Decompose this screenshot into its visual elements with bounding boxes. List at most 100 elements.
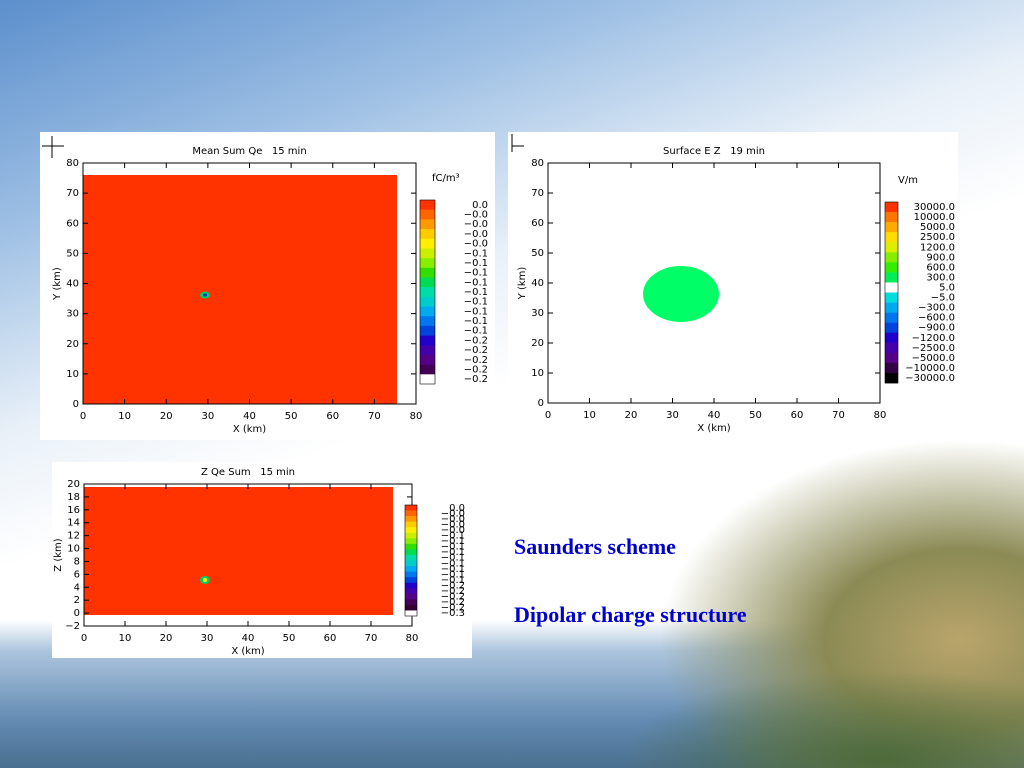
- x-axis-label: X (km): [231, 646, 264, 657]
- colorbar-label: −600.0: [918, 313, 955, 324]
- x-tick-label: 10: [583, 410, 596, 421]
- y-tick-label: 70: [66, 188, 79, 199]
- x-tick-label: 50: [749, 410, 762, 421]
- x-tick-label: 50: [283, 633, 296, 644]
- colorbar-label: −0.1: [441, 575, 465, 586]
- colorbar-label: −0.2: [464, 364, 488, 375]
- colorbar-cell: [885, 332, 898, 344]
- colorbar-label: −0.1: [464, 248, 488, 259]
- colorbar-cell: [885, 352, 898, 364]
- colorbar-cell: [420, 335, 435, 346]
- colorbar-label: −0.1: [464, 268, 488, 279]
- y-tick-label: 0: [73, 399, 79, 410]
- colorbar-label: 900.0: [926, 252, 955, 263]
- colorbar-cell: [420, 229, 435, 240]
- colorbar-cell: [420, 374, 435, 385]
- colorbar-unit: V/m: [898, 175, 918, 186]
- chart-title: Surface E Z 19 min: [663, 146, 765, 157]
- colorbar-cell: [420, 277, 435, 288]
- field: [83, 175, 397, 404]
- slide-text: Saunders scheme: [514, 534, 676, 559]
- colorbar-label: −0.1: [441, 553, 465, 564]
- colorbar-cell: [885, 292, 898, 303]
- y-tick-label: −2: [65, 621, 80, 632]
- colorbar-cell: [420, 287, 435, 298]
- x-tick-label: 60: [326, 411, 339, 422]
- colorbar-label: 0.0: [472, 200, 488, 211]
- colorbar-cell: [405, 593, 417, 600]
- x-tick-label: 30: [201, 633, 214, 644]
- y-axis-label: Y (km): [517, 267, 528, 301]
- colorbar-cell: [420, 248, 435, 259]
- y-tick-label: 14: [67, 518, 80, 529]
- colorbar-label: −0.1: [441, 547, 465, 558]
- y-tick-label: 10: [67, 544, 80, 555]
- y-tick-label: 30: [66, 309, 79, 320]
- colorbar-label: −0.1: [464, 277, 488, 288]
- x-axis-label: X (km): [233, 424, 266, 435]
- colorbar-label: −0.1: [441, 558, 465, 569]
- colorbar-cell: [420, 325, 435, 336]
- colorbar-cell: [420, 238, 435, 249]
- y-tick-label: 40: [66, 279, 79, 290]
- x-tick-label: 60: [791, 410, 804, 421]
- colorbar-cell: [405, 577, 417, 583]
- colorbar-label: −0.1: [464, 258, 488, 269]
- colorbar-label: 5.0: [939, 282, 955, 293]
- colorbar-cell: [405, 505, 417, 511]
- colorbar-label: −0.0: [464, 229, 488, 240]
- colorbar-cell: [885, 252, 898, 263]
- colorbar-cell: [420, 258, 435, 269]
- colorbar-cell: [405, 582, 417, 589]
- x-tick-label: 40: [242, 633, 255, 644]
- colorbar-cell: [885, 272, 898, 283]
- x-tick-label: 60: [324, 633, 337, 644]
- y-tick-label: 10: [531, 368, 544, 379]
- x-tick-label: 30: [202, 411, 215, 422]
- y-tick-label: 30: [531, 308, 544, 319]
- x-tick-label: 70: [365, 633, 378, 644]
- colorbar-cell: [420, 345, 435, 356]
- y-tick-label: 50: [66, 248, 79, 259]
- field: [643, 266, 719, 322]
- colorbar-cell: [885, 342, 898, 354]
- colorbar-label: 600.0: [926, 262, 955, 273]
- colorbar-cell: [885, 242, 898, 253]
- colorbar-label: −0.1: [441, 542, 465, 553]
- colorbar-label: −0.1: [441, 569, 465, 580]
- y-tick-label: 0: [538, 398, 544, 409]
- x-tick-label: 20: [160, 411, 173, 422]
- colorbar-frame: [419, 199, 436, 385]
- colorbar-label: −0.1: [464, 326, 488, 337]
- colorbar-label: 2500.0: [920, 232, 955, 243]
- x-tick-label: 50: [285, 411, 298, 422]
- colorbar-cell: [885, 282, 898, 293]
- colorbar-cell: [420, 267, 435, 278]
- y-tick-label: 2: [74, 595, 80, 606]
- colorbar-label: −0.2: [441, 580, 465, 591]
- y-tick-label: 60: [66, 218, 79, 229]
- colorbar-cell: [405, 532, 417, 539]
- colorbar-cell: [405, 538, 417, 545]
- y-tick-label: 8: [74, 556, 80, 567]
- colorbar-label: −2500.0: [912, 343, 955, 354]
- colorbar-frame: [404, 504, 418, 617]
- plot-panel: [508, 132, 958, 438]
- x-tick-label: 30: [666, 410, 679, 421]
- colorbar-cell: [420, 200, 435, 210]
- y-tick-label: 16: [67, 505, 80, 516]
- colorbar-cell: [405, 571, 417, 578]
- chart-title: Mean Sum Qe 15 min: [192, 146, 306, 157]
- colorbar-cell: [405, 527, 417, 534]
- colorbar-cell: [885, 372, 898, 384]
- colorbar-label: −0.1: [464, 297, 488, 308]
- colorbar-unit: fC/m³: [432, 173, 460, 184]
- colorbar-label: 10000.0: [914, 212, 955, 223]
- colorbar-label: −0.2: [464, 335, 488, 346]
- x-tick-label: 70: [832, 410, 845, 421]
- colorbar-label: −30000.0: [905, 373, 955, 384]
- corner-mark: [42, 134, 524, 158]
- colorbar-cell: [885, 212, 898, 223]
- y-tick-label: 6: [74, 569, 80, 580]
- colorbar-cell: [420, 219, 435, 230]
